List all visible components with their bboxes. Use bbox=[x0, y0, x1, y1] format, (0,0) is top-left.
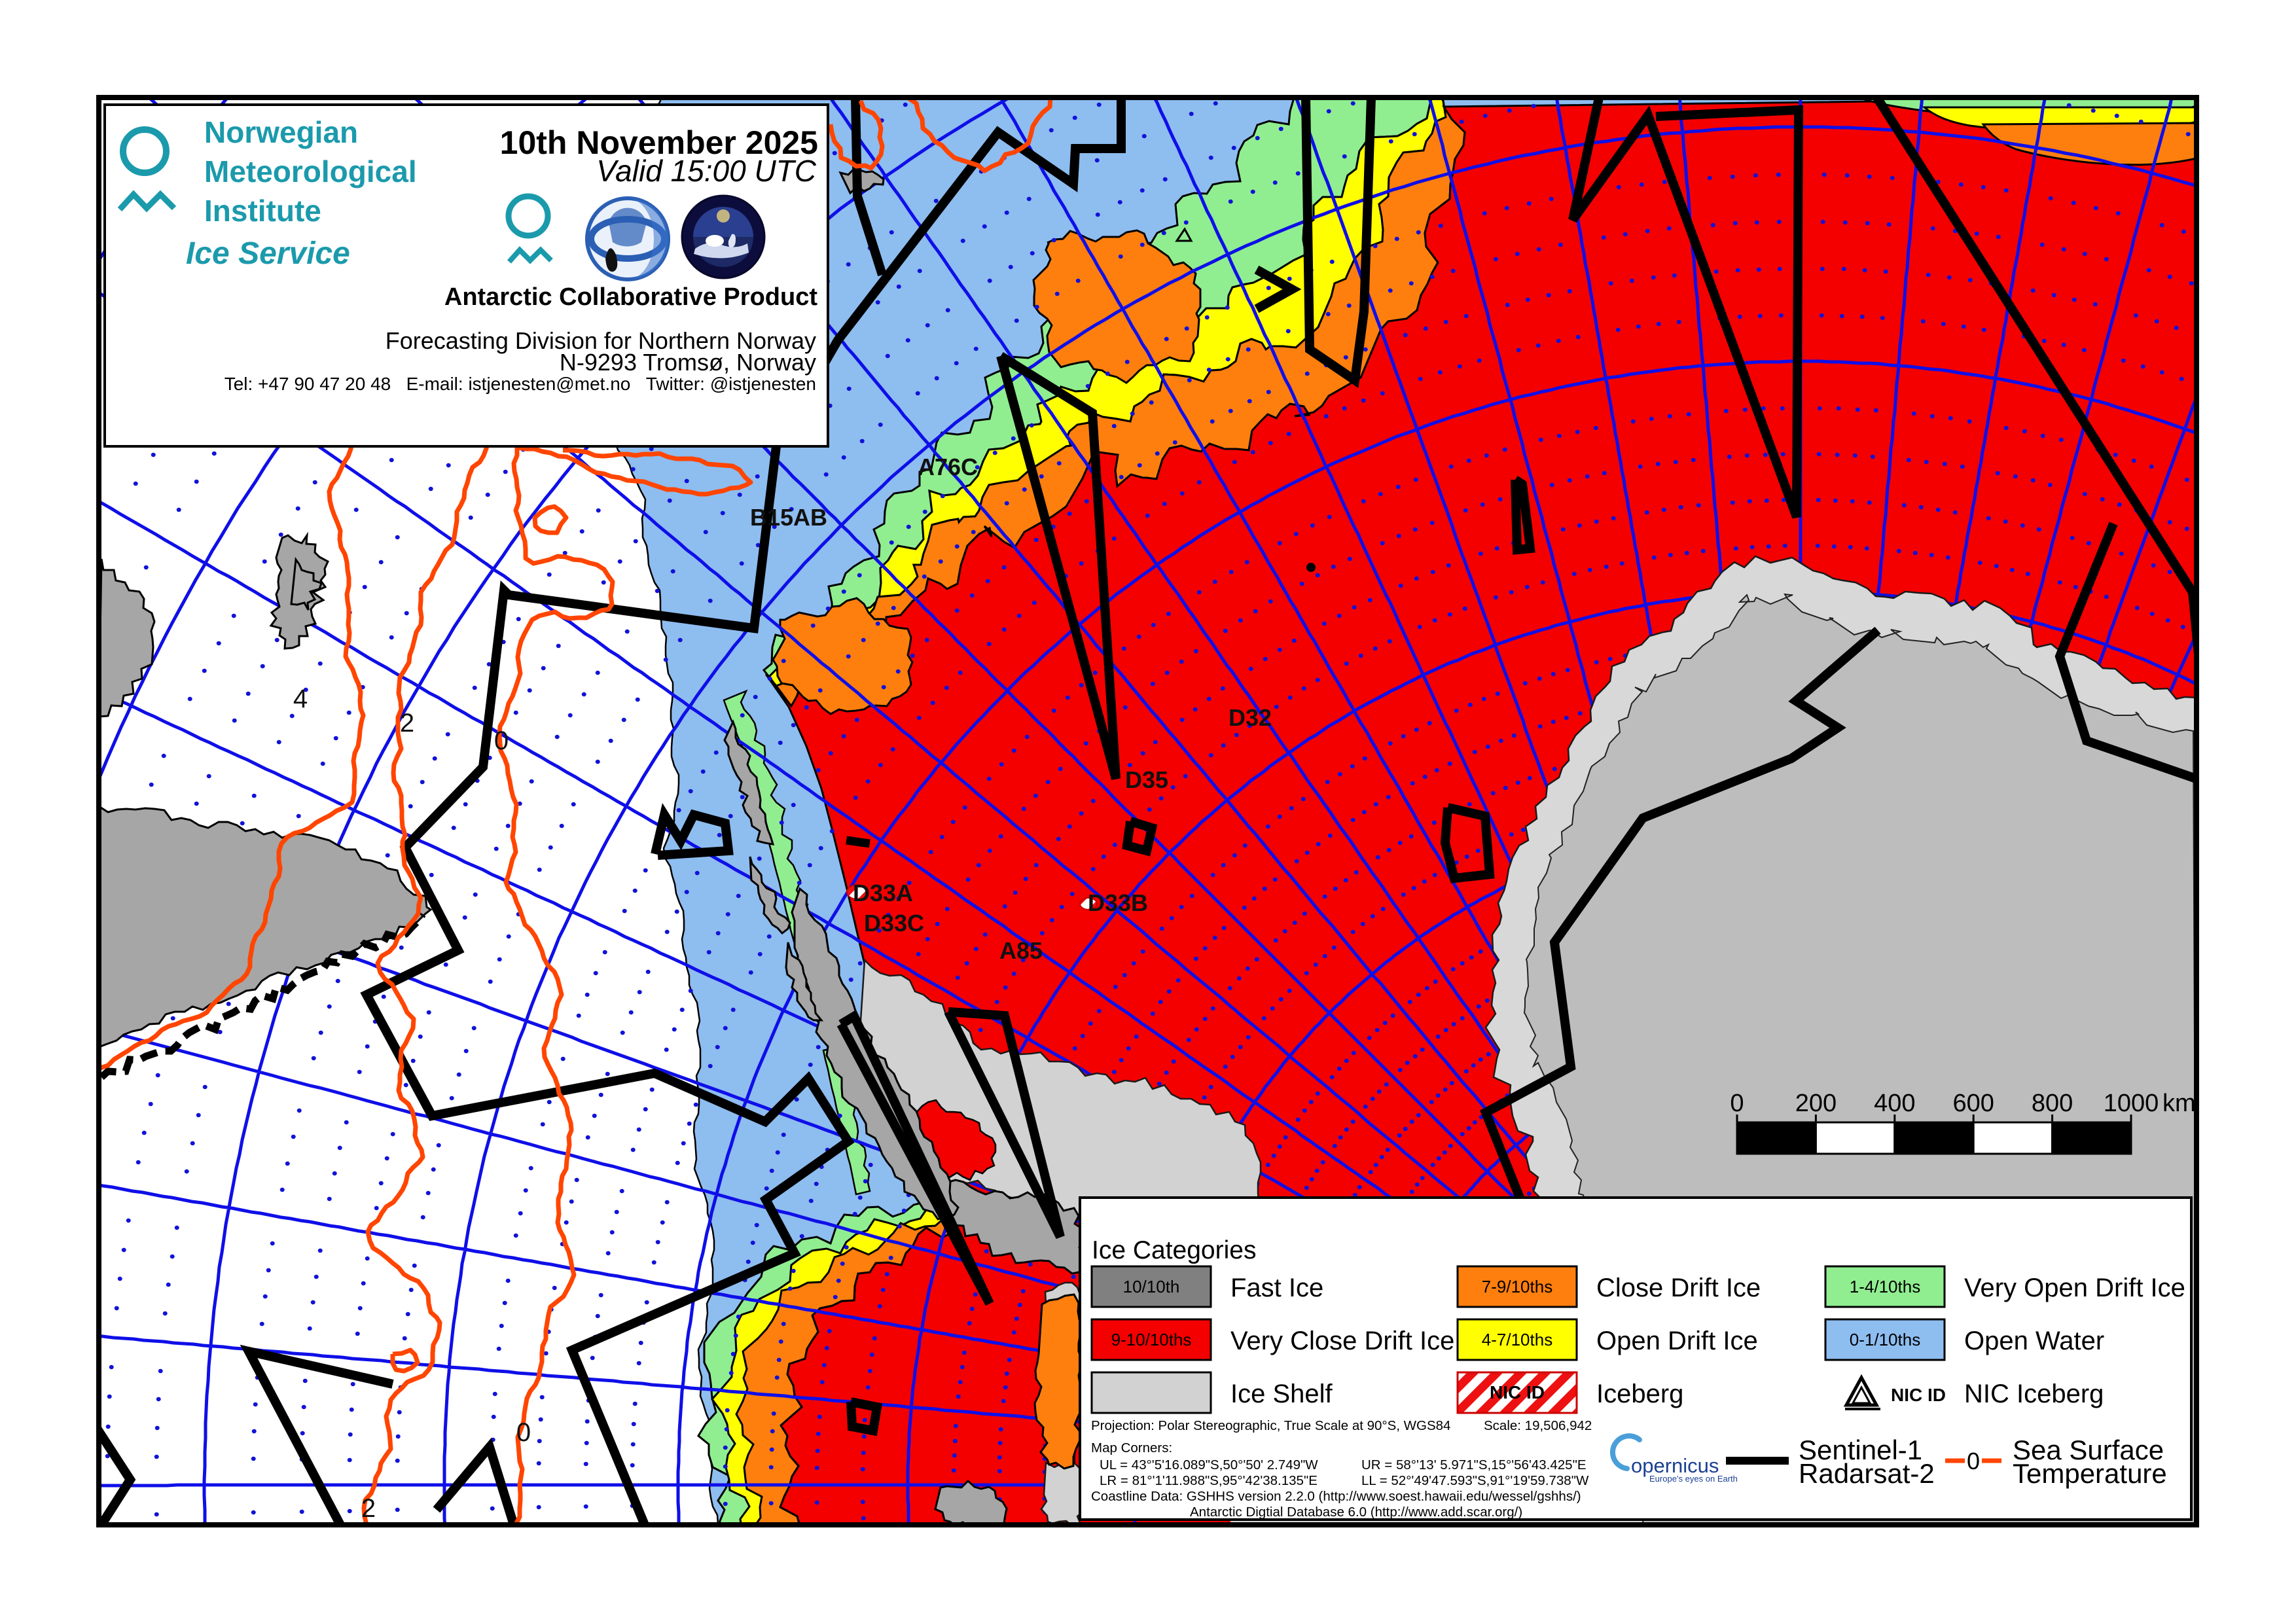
svg-text:2: 2 bbox=[400, 709, 414, 738]
svg-text:Projection: Polar Stereographi: Projection: Polar Stereographic, True Sc… bbox=[1091, 1418, 1450, 1433]
svg-text:Close Drift Ice: Close Drift Ice bbox=[1596, 1274, 1761, 1302]
svg-text:LR = 81°'1'11.988"S,95°'42'38: LR = 81°'1'11.988"S,95°'42'38.135"E bbox=[1100, 1473, 1318, 1488]
svg-text:A76C: A76C bbox=[918, 454, 978, 480]
svg-text:Meteorological: Meteorological bbox=[204, 154, 417, 188]
svg-text:D32: D32 bbox=[1229, 704, 1272, 731]
svg-text:Open Drift Ice: Open Drift Ice bbox=[1596, 1327, 1758, 1355]
svg-text:200: 200 bbox=[1795, 1090, 1837, 1117]
svg-text:0: 0 bbox=[1967, 1448, 1980, 1474]
svg-text:Tel: +47 90 47 20 48 E-mail:: Tel: +47 90 47 20 48 E-mail: istjenesten… bbox=[224, 374, 816, 394]
svg-text:UR = 58°'13' 5.971"S,15°'56'43: UR = 58°'13' 5.971"S,15°'56'43.425"E bbox=[1361, 1457, 1587, 1472]
svg-text:10th November 2025: 10th November 2025 bbox=[500, 124, 818, 161]
svg-text:UL = 43°'5'16.089"S,50°'50' 2.: UL = 43°'5'16.089"S,50°'50' 2.749"W bbox=[1100, 1457, 1318, 1472]
svg-text:0-1/10ths: 0-1/10ths bbox=[1850, 1330, 1920, 1349]
svg-text:NIC ID: NIC ID bbox=[1490, 1382, 1545, 1402]
svg-text:D33C: D33C bbox=[864, 910, 924, 936]
svg-text:Sea Surface: Sea Surface bbox=[2013, 1435, 2164, 1465]
svg-text:Ice Service: Ice Service bbox=[186, 236, 350, 271]
svg-text:Map Corners:: Map Corners: bbox=[1091, 1440, 1172, 1455]
svg-text:Fast Ice: Fast Ice bbox=[1230, 1274, 1323, 1302]
svg-text:Ice Categories: Ice Categories bbox=[1092, 1236, 1256, 1264]
svg-text:D33B: D33B bbox=[1088, 889, 1148, 916]
svg-text:Iceberg: Iceberg bbox=[1596, 1380, 1683, 1408]
svg-text:Institute: Institute bbox=[204, 194, 321, 228]
svg-text:Europe’s eyes on Earth: Europe’s eyes on Earth bbox=[1649, 1474, 1738, 1484]
svg-text:N-9293 Tromsø, Norway: N-9293 Tromsø, Norway bbox=[560, 349, 816, 376]
svg-text:Coastline Data: GSHHS version: Coastline Data: GSHHS version 2.2.0 (htt… bbox=[1091, 1489, 1581, 1504]
svg-text:800: 800 bbox=[2032, 1090, 2073, 1117]
svg-text:0: 0 bbox=[516, 1418, 531, 1447]
svg-text:LL = 52°'49'47.593"S,91°'19'59: LL = 52°'49'47.593"S,91°'19'59.738"W bbox=[1361, 1473, 1589, 1488]
svg-text:A85: A85 bbox=[999, 937, 1043, 964]
svg-text:Valid 15:00 UTC: Valid 15:00 UTC bbox=[596, 154, 817, 188]
svg-text:10/10th: 10/10th bbox=[1123, 1277, 1180, 1296]
svg-text:Ice Shelf: Ice Shelf bbox=[1230, 1380, 1333, 1408]
svg-text:4: 4 bbox=[293, 685, 308, 713]
svg-text:400: 400 bbox=[1874, 1090, 1915, 1117]
svg-text:Open Water: Open Water bbox=[1964, 1327, 2104, 1355]
svg-text:Very Close Drift Ice: Very Close Drift Ice bbox=[1230, 1327, 1454, 1355]
svg-text:1-4/10ths: 1-4/10ths bbox=[1850, 1277, 1920, 1296]
svg-text:Scale: 19,506,942: Scale: 19,506,942 bbox=[1484, 1418, 1592, 1433]
svg-text:NIC ID: NIC ID bbox=[1891, 1385, 1946, 1405]
svg-text:0: 0 bbox=[494, 726, 509, 755]
svg-text:Antarctic Collaborative Produc: Antarctic Collaborative Product bbox=[444, 283, 817, 311]
svg-text:0: 0 bbox=[1730, 1090, 1744, 1117]
svg-text:B15AB: B15AB bbox=[750, 504, 827, 531]
svg-text:km: km bbox=[2162, 1090, 2196, 1117]
svg-text:D35: D35 bbox=[1125, 766, 1168, 793]
svg-text:Radarsat-2: Radarsat-2 bbox=[1799, 1458, 1935, 1489]
svg-text:1000: 1000 bbox=[2104, 1090, 2159, 1117]
svg-text:Norwegian: Norwegian bbox=[204, 115, 358, 149]
svg-text:2: 2 bbox=[361, 1494, 376, 1523]
svg-text:Antarctic Digtial Database 6.0: Antarctic Digtial Database 6.0 (http://w… bbox=[1190, 1505, 1522, 1520]
svg-text:4-7/10ths: 4-7/10ths bbox=[1482, 1330, 1552, 1349]
svg-text:opernicus: opernicus bbox=[1631, 1454, 1719, 1477]
svg-text:Very Open Drift Ice: Very Open Drift Ice bbox=[1964, 1274, 2185, 1302]
svg-text:Temperature: Temperature bbox=[2013, 1458, 2167, 1489]
svg-text:7-9/10ths: 7-9/10ths bbox=[1482, 1277, 1552, 1296]
svg-text:Forecasting Division for North: Forecasting Division for Northern Norway bbox=[386, 327, 816, 354]
svg-text:600: 600 bbox=[1952, 1090, 1994, 1117]
svg-text:D33A: D33A bbox=[853, 880, 913, 906]
svg-text:Sentinel-1: Sentinel-1 bbox=[1799, 1435, 1922, 1465]
svg-text:9-10/10ths: 9-10/10ths bbox=[1111, 1330, 1192, 1349]
svg-text:NIC Iceberg: NIC Iceberg bbox=[1964, 1380, 2104, 1408]
